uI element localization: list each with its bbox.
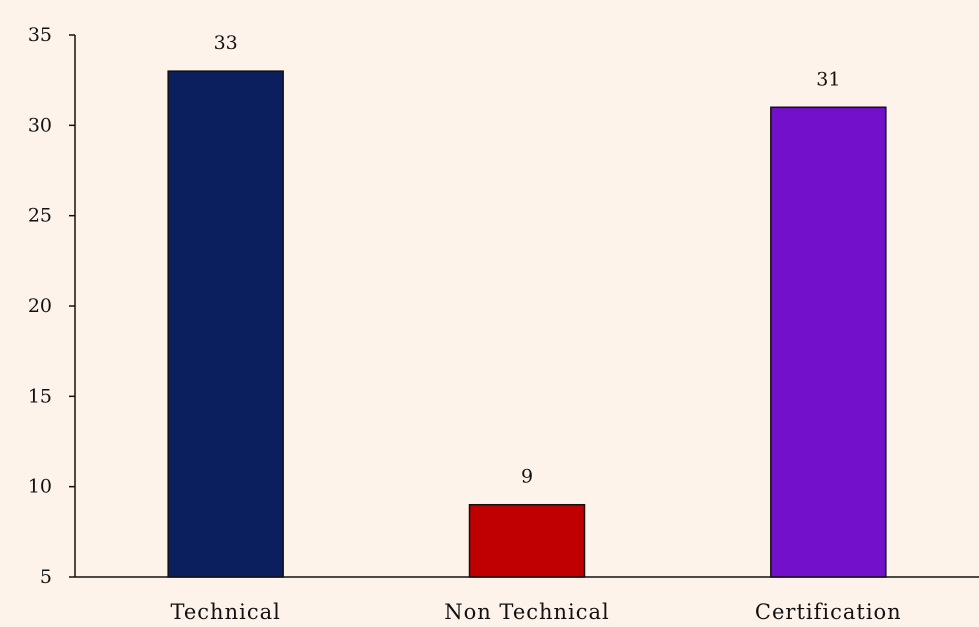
y-tick-label: 5 — [40, 566, 52, 588]
x-category-label: Certification — [755, 600, 902, 624]
bar-certification — [770, 106, 887, 578]
y-tick-label: 25 — [28, 205, 52, 227]
y-tick-label: 20 — [28, 295, 52, 317]
data-label: 9 — [521, 466, 533, 488]
data-label: 31 — [816, 68, 840, 90]
y-tick-label: 35 — [28, 24, 52, 46]
y-tick-label: 15 — [28, 385, 52, 407]
y-tick-label: 10 — [28, 476, 52, 498]
y-tick-label: 30 — [28, 114, 52, 136]
x-category-label: Non Technical — [444, 600, 610, 624]
data-label: 33 — [214, 32, 238, 54]
bar-technical — [167, 70, 284, 578]
bar-non-technical — [468, 503, 586, 578]
x-category-label: Technical — [170, 600, 280, 624]
